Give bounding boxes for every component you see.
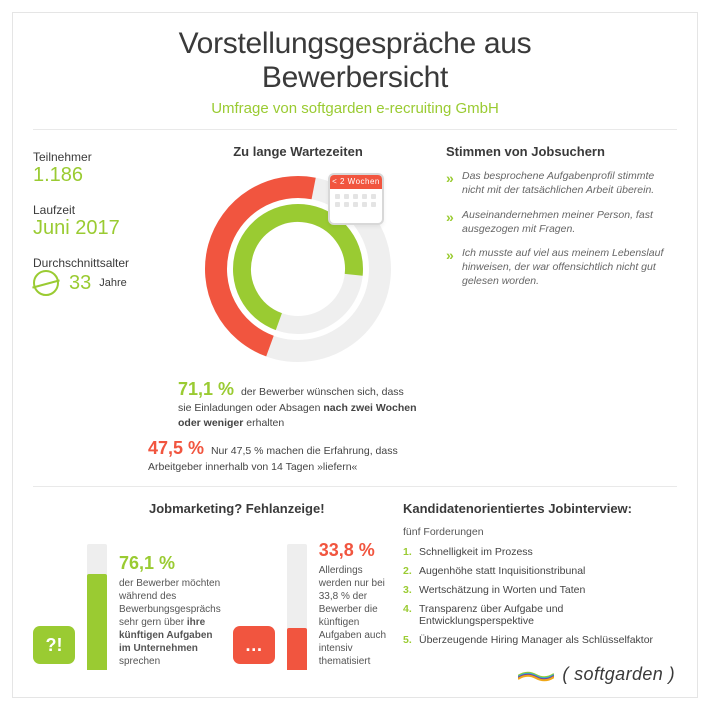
age-label: Durchschnittsalter xyxy=(33,256,168,270)
demand-item: Überzeugende Hiring Manager als Schlüsse… xyxy=(403,634,677,646)
bar-green xyxy=(87,544,107,670)
softgarden-logo: ( softgarden ) xyxy=(518,664,675,685)
bar-green-caption: 76,1 % der Bewerber möchten während des … xyxy=(119,552,221,668)
main-title: Vorstellungsgespräche ausBewerbersicht xyxy=(33,27,677,94)
voice-quote: Ich musste auf viel aus meinem Lebenslau… xyxy=(446,246,677,289)
subtitle: Umfrage von softgarden e-recruiting GmbH xyxy=(33,100,677,117)
jobmarketing-column: Jobmarketing? Fehlanzeige! ?! 76,1 % der… xyxy=(33,501,393,670)
donut-column: Zu lange Wartezeiten < 2 Wochen 71,1 % d… xyxy=(168,144,428,474)
voices-column: Stimmen von Jobsuchern Das besprochene A… xyxy=(428,144,677,474)
speech-bubble-dots-icon: … xyxy=(233,626,275,664)
demands-heading: Kandidatenorientiertes Jobinterview: xyxy=(403,501,677,516)
demand-item: Wertschätzung in Worten und Taten xyxy=(403,584,677,596)
logo-wave-icon xyxy=(518,668,554,682)
logo-text: ( softgarden ) xyxy=(562,664,675,684)
age-unit: Jahre xyxy=(99,277,127,289)
participants-label: Teilnehmer xyxy=(33,150,168,164)
demand-item: Schnelligkeit im Prozess xyxy=(403,546,677,558)
demand-item: Transparenz über Aufgabe und Entwicklung… xyxy=(403,603,677,627)
donut-outer-caption: 71,1 % der Bewerber wünschen sich, dass … xyxy=(178,377,418,430)
demands-column: Kandidatenorientiertes Jobinterview: fün… xyxy=(393,501,677,670)
divider xyxy=(33,129,677,130)
bar-orange-caption: 33,8 % Allerdings werden nur bei 33,8 % … xyxy=(319,539,393,668)
bar-orange xyxy=(287,544,307,670)
divider-2 xyxy=(33,486,677,487)
average-icon xyxy=(33,270,59,296)
donut-heading: Zu lange Wartezeiten xyxy=(233,144,363,159)
voice-quote: Auseinandernehmen meiner Person, fast au… xyxy=(446,208,677,236)
calendar-icon: < 2 Wochen xyxy=(328,173,384,225)
meta-column: Teilnehmer 1.186 Laufzeit Juni 2017 Durc… xyxy=(33,144,168,474)
donut-inner-caption: 47,5 % Nur 47,5 % machen die Erfahrung, … xyxy=(148,436,408,474)
voice-quote: Das besprochene Aufgabenprofil stimmte n… xyxy=(446,169,677,197)
participants-value: 1.186 xyxy=(33,164,168,187)
period-value: Juni 2017 xyxy=(33,217,168,240)
jobmkt-heading: Jobmarketing? Fehlanzeige! xyxy=(149,501,393,516)
age-value: 33 xyxy=(69,272,91,295)
voices-heading: Stimmen von Jobsuchern xyxy=(446,144,677,159)
demands-sub: fünf Forderungen xyxy=(403,526,677,538)
speech-bubble-question-icon: ?! xyxy=(33,626,75,664)
calendar-label: < 2 Wochen xyxy=(330,175,382,189)
period-label: Laufzeit xyxy=(33,203,168,217)
demand-item: Augenhöhe statt Inquisitionstribunal xyxy=(403,565,677,577)
